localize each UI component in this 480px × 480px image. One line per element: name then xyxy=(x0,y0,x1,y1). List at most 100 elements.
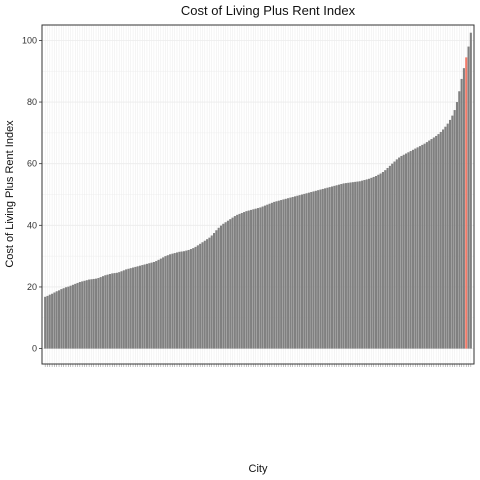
panel-border xyxy=(41,24,475,365)
y-axis-title: Cost of Living Plus Rent Index xyxy=(4,120,16,268)
bar xyxy=(453,110,456,349)
bar xyxy=(101,276,105,349)
bar xyxy=(273,201,276,349)
bar xyxy=(210,235,213,349)
bar xyxy=(314,190,317,349)
bar xyxy=(446,123,449,349)
bar xyxy=(243,212,246,349)
bar xyxy=(182,251,186,349)
bar xyxy=(455,102,459,349)
bar xyxy=(164,256,167,349)
bar xyxy=(187,249,190,349)
bar xyxy=(51,293,54,349)
bar xyxy=(150,262,153,349)
bar xyxy=(384,170,387,349)
bar xyxy=(162,257,165,349)
bar xyxy=(298,195,301,349)
bar xyxy=(254,208,257,349)
bar xyxy=(132,267,135,349)
bar xyxy=(145,263,148,349)
bar xyxy=(55,291,58,349)
bar xyxy=(407,152,410,349)
bar xyxy=(409,151,412,349)
bar xyxy=(171,253,174,349)
bar xyxy=(460,78,463,349)
bar xyxy=(340,184,343,349)
bar xyxy=(335,185,338,349)
bar xyxy=(432,137,435,349)
bar xyxy=(356,181,359,349)
bar xyxy=(421,144,424,349)
bar xyxy=(113,273,116,349)
bar xyxy=(231,217,234,349)
bar xyxy=(194,246,197,349)
bar xyxy=(76,282,79,349)
bar xyxy=(115,272,118,349)
bar xyxy=(324,188,327,349)
bar xyxy=(395,159,398,349)
bar xyxy=(62,288,65,349)
bars xyxy=(44,32,472,349)
y-tick-label: 20 xyxy=(27,282,37,292)
bar xyxy=(270,202,273,349)
bar xyxy=(83,280,86,349)
bar xyxy=(180,251,183,349)
y-tick-label: 0 xyxy=(32,344,37,354)
bar xyxy=(448,119,452,349)
y-tick-label: 40 xyxy=(27,220,37,230)
bar xyxy=(48,294,51,349)
bar xyxy=(88,279,91,349)
bar xyxy=(321,188,324,349)
bar xyxy=(259,207,262,349)
bar xyxy=(206,239,209,349)
bar xyxy=(240,212,243,349)
bar xyxy=(148,263,151,349)
bar xyxy=(169,254,172,349)
bar xyxy=(120,271,123,349)
bar xyxy=(266,204,269,349)
bar xyxy=(97,278,100,349)
bar xyxy=(74,283,77,349)
bar xyxy=(428,140,431,349)
bar xyxy=(247,210,250,349)
bar xyxy=(462,68,465,349)
bar xyxy=(347,182,350,349)
bar xyxy=(143,264,146,349)
bar-highlighted xyxy=(465,57,468,349)
bar xyxy=(46,295,49,349)
bar xyxy=(90,279,93,349)
bar xyxy=(233,216,236,349)
bar xyxy=(118,272,121,349)
bar xyxy=(222,223,225,349)
bar xyxy=(213,233,216,349)
bar xyxy=(354,181,357,349)
bar xyxy=(185,250,188,349)
bar xyxy=(85,280,88,349)
x-axis-title: City xyxy=(249,463,268,475)
bar xyxy=(125,269,128,349)
bar xyxy=(208,237,211,349)
bar xyxy=(280,200,283,349)
bar xyxy=(326,187,329,349)
bar xyxy=(425,142,428,349)
bar xyxy=(414,148,417,349)
bar xyxy=(300,194,303,349)
bar xyxy=(159,258,162,349)
bar xyxy=(330,186,334,349)
bar xyxy=(437,134,440,349)
bar xyxy=(215,230,218,349)
bar xyxy=(217,227,220,349)
bar xyxy=(310,192,313,349)
bar xyxy=(173,253,176,349)
bar xyxy=(391,163,394,349)
bar xyxy=(418,146,421,349)
y-tick-label: 100 xyxy=(22,35,37,45)
bar xyxy=(411,149,415,349)
bar xyxy=(238,213,241,349)
bar xyxy=(277,200,280,349)
bar xyxy=(236,214,239,349)
bar xyxy=(224,222,227,349)
bar xyxy=(467,46,470,349)
bar xyxy=(136,266,139,349)
bar xyxy=(99,277,102,349)
